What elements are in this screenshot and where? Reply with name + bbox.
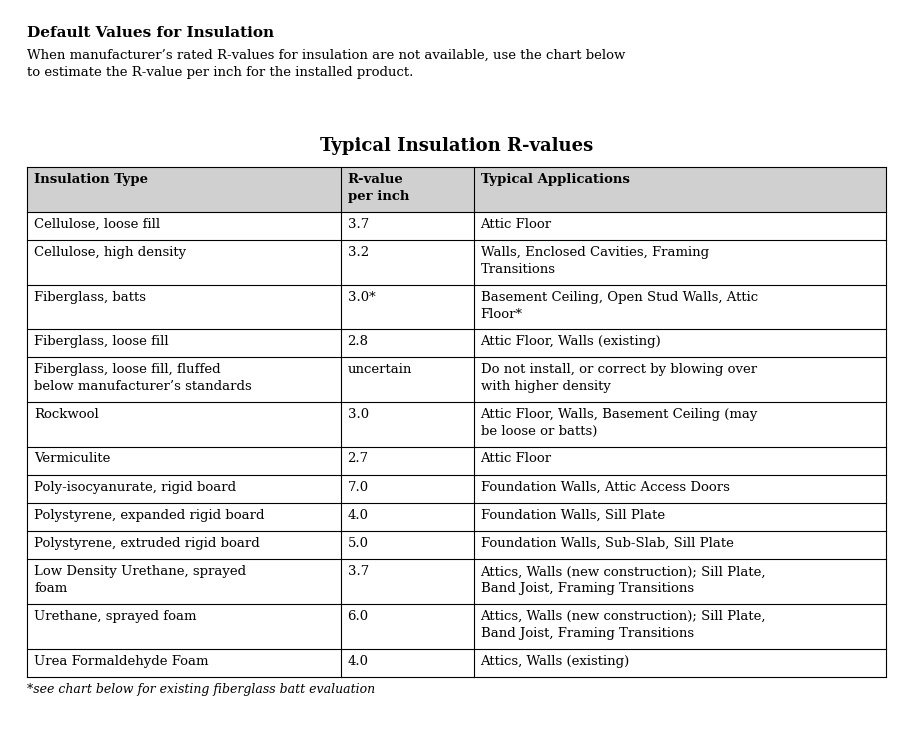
- Text: 3.7: 3.7: [348, 218, 369, 230]
- FancyBboxPatch shape: [27, 167, 886, 212]
- Text: R-value
per inch: R-value per inch: [348, 173, 409, 203]
- Text: Fiberglass, loose fill, fluffed
below manufacturer’s standards: Fiberglass, loose fill, fluffed below ma…: [35, 363, 252, 393]
- Text: Foundation Walls, Attic Access Doors: Foundation Walls, Attic Access Doors: [480, 481, 729, 493]
- Text: Attic Floor, Walls (existing): Attic Floor, Walls (existing): [480, 335, 661, 348]
- Text: 4.0: 4.0: [348, 509, 369, 522]
- Text: 2.8: 2.8: [348, 335, 369, 348]
- Text: Foundation Walls, Sub-Slab, Sill Plate: Foundation Walls, Sub-Slab, Sill Plate: [480, 537, 733, 550]
- Text: Fiberglass, loose fill: Fiberglass, loose fill: [35, 335, 169, 348]
- Text: Basement Ceiling, Open Stud Walls, Attic
Floor*: Basement Ceiling, Open Stud Walls, Attic…: [480, 291, 758, 320]
- Text: Low Density Urethane, sprayed
foam: Low Density Urethane, sprayed foam: [35, 565, 247, 595]
- Text: 6.0: 6.0: [348, 610, 369, 623]
- Text: Cellulose, high density: Cellulose, high density: [35, 246, 186, 259]
- FancyBboxPatch shape: [27, 212, 886, 240]
- Text: When manufacturer’s rated R-values for insulation are not available, use the cha: When manufacturer’s rated R-values for i…: [27, 48, 625, 80]
- FancyBboxPatch shape: [27, 604, 886, 649]
- Text: Attic Floor: Attic Floor: [480, 218, 551, 230]
- Text: 3.0*: 3.0*: [348, 291, 375, 303]
- FancyBboxPatch shape: [27, 329, 886, 357]
- Text: uncertain: uncertain: [348, 363, 412, 376]
- Text: 7.0: 7.0: [348, 481, 369, 493]
- Text: Urea Formaldehyde Foam: Urea Formaldehyde Foam: [35, 655, 209, 667]
- Text: Attic Floor: Attic Floor: [480, 452, 551, 465]
- Text: *see chart below for existing fiberglass batt evaluation: *see chart below for existing fiberglass…: [27, 683, 375, 695]
- FancyBboxPatch shape: [27, 503, 886, 531]
- Text: Insulation Type: Insulation Type: [35, 173, 148, 186]
- Text: Default Values for Insulation: Default Values for Insulation: [27, 26, 275, 40]
- FancyBboxPatch shape: [27, 447, 886, 475]
- Text: Rockwool: Rockwool: [35, 408, 99, 421]
- FancyBboxPatch shape: [27, 649, 886, 677]
- FancyBboxPatch shape: [27, 559, 886, 604]
- FancyBboxPatch shape: [27, 402, 886, 447]
- Text: Attics, Walls (existing): Attics, Walls (existing): [480, 655, 630, 667]
- Text: Attics, Walls (new construction); Sill Plate,
Band Joist, Framing Transitions: Attics, Walls (new construction); Sill P…: [480, 610, 766, 640]
- Text: Typical Insulation R-values: Typical Insulation R-values: [320, 137, 593, 155]
- Text: Do not install, or correct by blowing over
with higher density: Do not install, or correct by blowing ov…: [480, 363, 757, 393]
- Text: Vermiculite: Vermiculite: [35, 452, 110, 465]
- Text: Fiberglass, batts: Fiberglass, batts: [35, 291, 146, 303]
- FancyBboxPatch shape: [27, 475, 886, 503]
- Text: 3.7: 3.7: [348, 565, 369, 578]
- FancyBboxPatch shape: [27, 531, 886, 559]
- Text: Walls, Enclosed Cavities, Framing
Transitions: Walls, Enclosed Cavities, Framing Transi…: [480, 246, 708, 276]
- FancyBboxPatch shape: [27, 285, 886, 329]
- Text: Cellulose, loose fill: Cellulose, loose fill: [35, 218, 161, 230]
- Text: Poly-isocyanurate, rigid board: Poly-isocyanurate, rigid board: [35, 481, 236, 493]
- Text: 5.0: 5.0: [348, 537, 369, 550]
- Text: Polystyrene, expanded rigid board: Polystyrene, expanded rigid board: [35, 509, 265, 522]
- Text: 3.2: 3.2: [348, 246, 369, 259]
- FancyBboxPatch shape: [27, 240, 886, 285]
- Text: 3.0: 3.0: [348, 408, 369, 421]
- Text: 4.0: 4.0: [348, 655, 369, 667]
- Text: Foundation Walls, Sill Plate: Foundation Walls, Sill Plate: [480, 509, 665, 522]
- Text: Typical Applications: Typical Applications: [480, 173, 629, 186]
- Text: Attics, Walls (new construction); Sill Plate,
Band Joist, Framing Transitions: Attics, Walls (new construction); Sill P…: [480, 565, 766, 595]
- Text: Attic Floor, Walls, Basement Ceiling (may
be loose or batts): Attic Floor, Walls, Basement Ceiling (ma…: [480, 408, 758, 438]
- Text: Polystyrene, extruded rigid board: Polystyrene, extruded rigid board: [35, 537, 260, 550]
- FancyBboxPatch shape: [27, 357, 886, 402]
- Text: Urethane, sprayed foam: Urethane, sprayed foam: [35, 610, 197, 623]
- Text: 2.7: 2.7: [348, 452, 369, 465]
